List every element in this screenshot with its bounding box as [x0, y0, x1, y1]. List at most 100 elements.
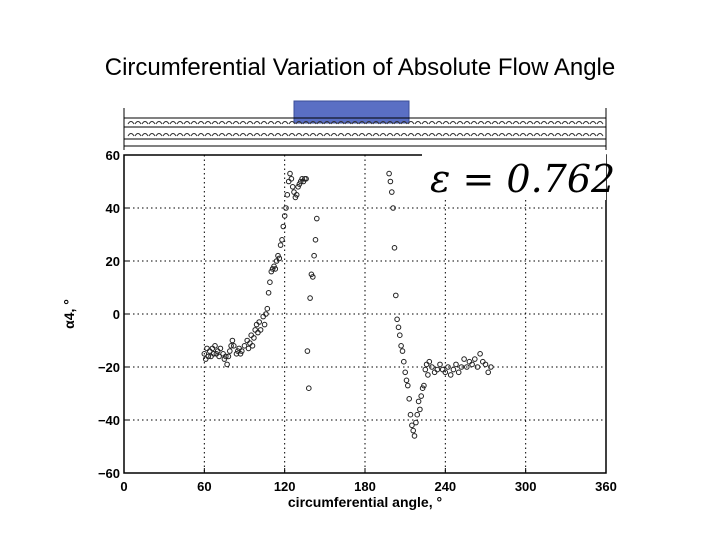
blade-glyph: [484, 133, 492, 137]
blade-glyph: [148, 133, 156, 137]
blade-glyph: [449, 121, 457, 125]
blade-glyph: [477, 121, 485, 125]
data-point: [414, 411, 421, 418]
blade-glyph: [379, 121, 387, 125]
blade-glyph: [253, 121, 261, 125]
blade-glyph: [400, 133, 408, 137]
data-point: [397, 332, 403, 339]
epsilon-annotation: ε = 0.762: [430, 157, 615, 201]
data-point: [415, 398, 422, 405]
blade-glyph: [596, 133, 604, 137]
data-point: [228, 343, 234, 349]
data-point: [244, 337, 250, 344]
data-point: [223, 353, 229, 360]
blade-glyph: [274, 133, 282, 137]
data-point: [233, 351, 240, 357]
blade-glyph: [526, 133, 534, 137]
data-point: [405, 382, 411, 389]
blade-glyph: [155, 133, 163, 137]
data-point: [261, 321, 268, 328]
blade-glyph: [456, 121, 464, 125]
data-point: [225, 353, 232, 360]
blade-glyph: [526, 121, 534, 125]
blade-glyph: [568, 121, 576, 125]
data-point: [439, 366, 446, 373]
blade-glyph: [211, 121, 219, 125]
x-tick-label: 180: [354, 479, 376, 494]
blade-glyph: [512, 121, 520, 125]
data-point: [251, 335, 257, 341]
data-point: [287, 170, 293, 177]
y-tick-label: −60: [98, 466, 120, 481]
data-point: [431, 369, 438, 376]
blade-glyph: [232, 121, 240, 125]
blade-glyph: [393, 133, 401, 137]
data-point: [429, 364, 435, 370]
blade-glyph: [316, 133, 324, 137]
blade-glyph: [169, 133, 177, 137]
blade-glyph: [379, 133, 387, 137]
data-point: [485, 369, 492, 376]
blade-glyph: [169, 121, 177, 125]
x-tick-label: 0: [120, 479, 127, 494]
data-point: [217, 345, 224, 352]
blade-glyph: [183, 121, 191, 125]
blade-glyph: [288, 121, 296, 125]
blade-glyph: [428, 121, 436, 125]
x-tick-label: 360: [595, 479, 617, 494]
data-point: [285, 178, 292, 185]
blade-glyph: [463, 133, 471, 137]
data-point: [284, 192, 291, 198]
data-point: [257, 327, 264, 333]
data-point: [426, 358, 433, 365]
blade-glyph: [302, 121, 310, 125]
blade-glyph: [477, 133, 485, 137]
data-point: [469, 361, 475, 368]
data-point: [453, 361, 459, 368]
blade-glyph: [316, 121, 324, 125]
data-point: [442, 369, 449, 376]
blade-glyph: [561, 121, 569, 125]
blade-glyph: [491, 133, 499, 137]
blade-glyphs: [127, 121, 604, 137]
blade-glyph: [127, 121, 135, 125]
data-point: [450, 366, 457, 373]
blade-glyph: [519, 121, 527, 125]
blade-glyph: [288, 133, 296, 137]
y-tick-label: −20: [98, 360, 120, 375]
blade-glyph: [176, 133, 184, 137]
data-point: [418, 393, 425, 399]
data-point: [276, 255, 283, 262]
grid: [124, 155, 606, 473]
data-point: [482, 361, 489, 368]
data-point: [399, 348, 406, 354]
axis-ticks: 0 60 120 180 240 300 360 −60 −40 −20 0 20 40 60: [98, 148, 617, 494]
data-point: [386, 170, 392, 177]
blade-glyph: [337, 133, 345, 137]
blade-glyph: [218, 121, 226, 125]
blade-glyph: [365, 133, 373, 137]
blade-glyph: [281, 133, 289, 137]
blade-glyph: [547, 121, 555, 125]
blade-glyph: [491, 121, 499, 125]
data-point: [247, 340, 253, 346]
data-point: [407, 411, 414, 418]
data-point: [464, 364, 470, 370]
y-axis-title: α4, °: [61, 299, 77, 329]
data-point: [391, 245, 398, 251]
data-point: [394, 316, 400, 323]
data-point: [437, 361, 443, 368]
data-point: [268, 268, 275, 275]
data-point: [389, 189, 395, 195]
data-point: [310, 274, 316, 280]
data-point: [403, 377, 410, 384]
blade-glyph: [519, 133, 527, 137]
blade-glyph: [554, 133, 562, 137]
blade-glyph: [358, 121, 366, 125]
blade-glyph: [232, 133, 240, 137]
blade-glyph: [239, 121, 247, 125]
blade-glyph: [323, 133, 331, 137]
data-point: [275, 252, 281, 259]
blade-glyph: [393, 121, 401, 125]
